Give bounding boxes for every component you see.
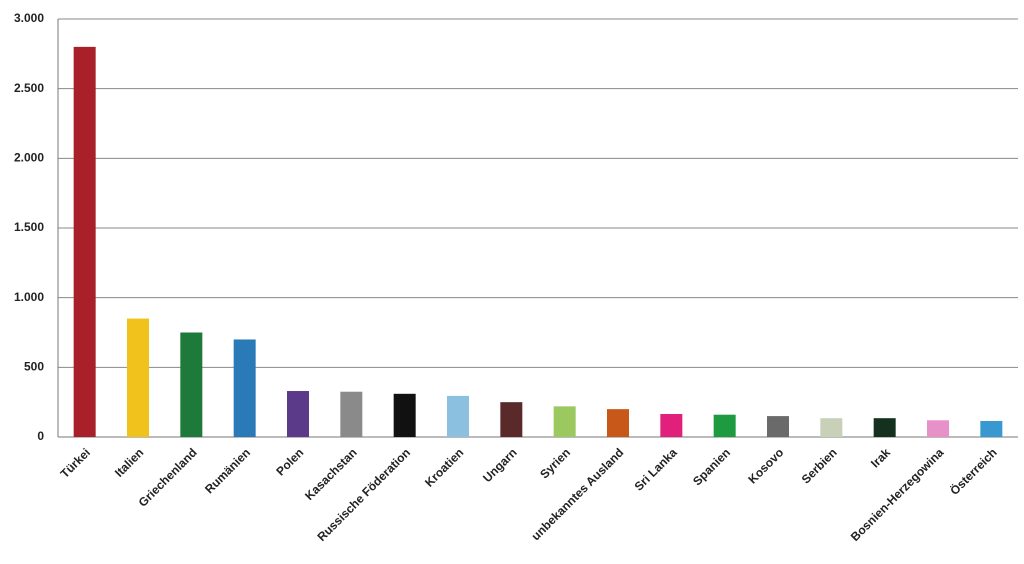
bar	[660, 414, 683, 437]
bar	[73, 46, 96, 437]
bar	[287, 391, 309, 437]
bar	[927, 420, 949, 437]
bar	[500, 402, 523, 437]
bar	[233, 339, 256, 437]
y-tick-label: 2.000	[14, 151, 44, 165]
bar	[447, 395, 469, 437]
x-tick-label: Türkei	[58, 445, 93, 480]
x-tick-label: Irak	[868, 445, 893, 470]
x-tick-label: Ungarn	[480, 445, 520, 485]
bar	[713, 414, 736, 437]
x-tick-label: Kosovo	[745, 445, 786, 486]
y-tick-label: 500	[24, 360, 44, 374]
y-tick-label: 2.500	[14, 81, 44, 95]
x-tick-label: Spanien	[690, 445, 733, 488]
bar	[127, 318, 149, 437]
x-tick-label: Serbien	[799, 445, 840, 486]
bar	[393, 393, 416, 437]
y-tick-label: 3.000	[14, 11, 44, 25]
x-tick-label: Sri Lanka	[632, 445, 680, 493]
bar	[607, 409, 629, 437]
x-tick-label: Syrien	[537, 445, 573, 481]
x-tick-label: Russische Föderation	[314, 445, 413, 544]
bar	[553, 406, 576, 437]
x-tick-label: Rumänien	[202, 445, 253, 496]
bar	[180, 332, 203, 437]
x-tick-label: Kasachstan	[302, 445, 360, 503]
x-tick-label: Bosnien-Herzegowina	[848, 445, 947, 544]
y-tick-label: 1.000	[14, 290, 44, 304]
y-tick-label: 1.500	[14, 220, 44, 234]
bar	[820, 418, 843, 437]
y-tick-label: 0	[37, 429, 44, 443]
bar	[767, 416, 789, 437]
x-tick-label: unbekanntes Ausland	[529, 445, 627, 543]
bar	[980, 420, 1003, 437]
bar	[873, 418, 896, 437]
x-tick-label: Kroatien	[422, 445, 466, 489]
x-tick-label: Italien	[112, 445, 146, 479]
bar	[340, 391, 363, 437]
x-tick-label: Polen	[273, 445, 306, 478]
x-tick-label: Österreich	[947, 445, 1000, 498]
